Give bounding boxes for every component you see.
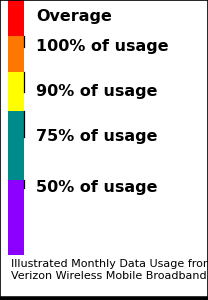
Text: Illustrated Monthly Data Usage from
Verizon Wireless Mobile Broadband: Illustrated Monthly Data Usage from Veri… — [11, 259, 208, 281]
Bar — [8, 36, 24, 72]
Text: 75% of usage: 75% of usage — [36, 129, 158, 144]
Bar — [8, 0, 24, 36]
Bar — [8, 180, 24, 255]
Text: 50% of usage: 50% of usage — [36, 180, 158, 195]
Text: 90% of usage: 90% of usage — [36, 84, 158, 99]
Text: 100% of usage: 100% of usage — [36, 39, 169, 54]
Bar — [8, 72, 24, 111]
Text: Overage: Overage — [36, 9, 112, 24]
Bar — [8, 111, 24, 180]
